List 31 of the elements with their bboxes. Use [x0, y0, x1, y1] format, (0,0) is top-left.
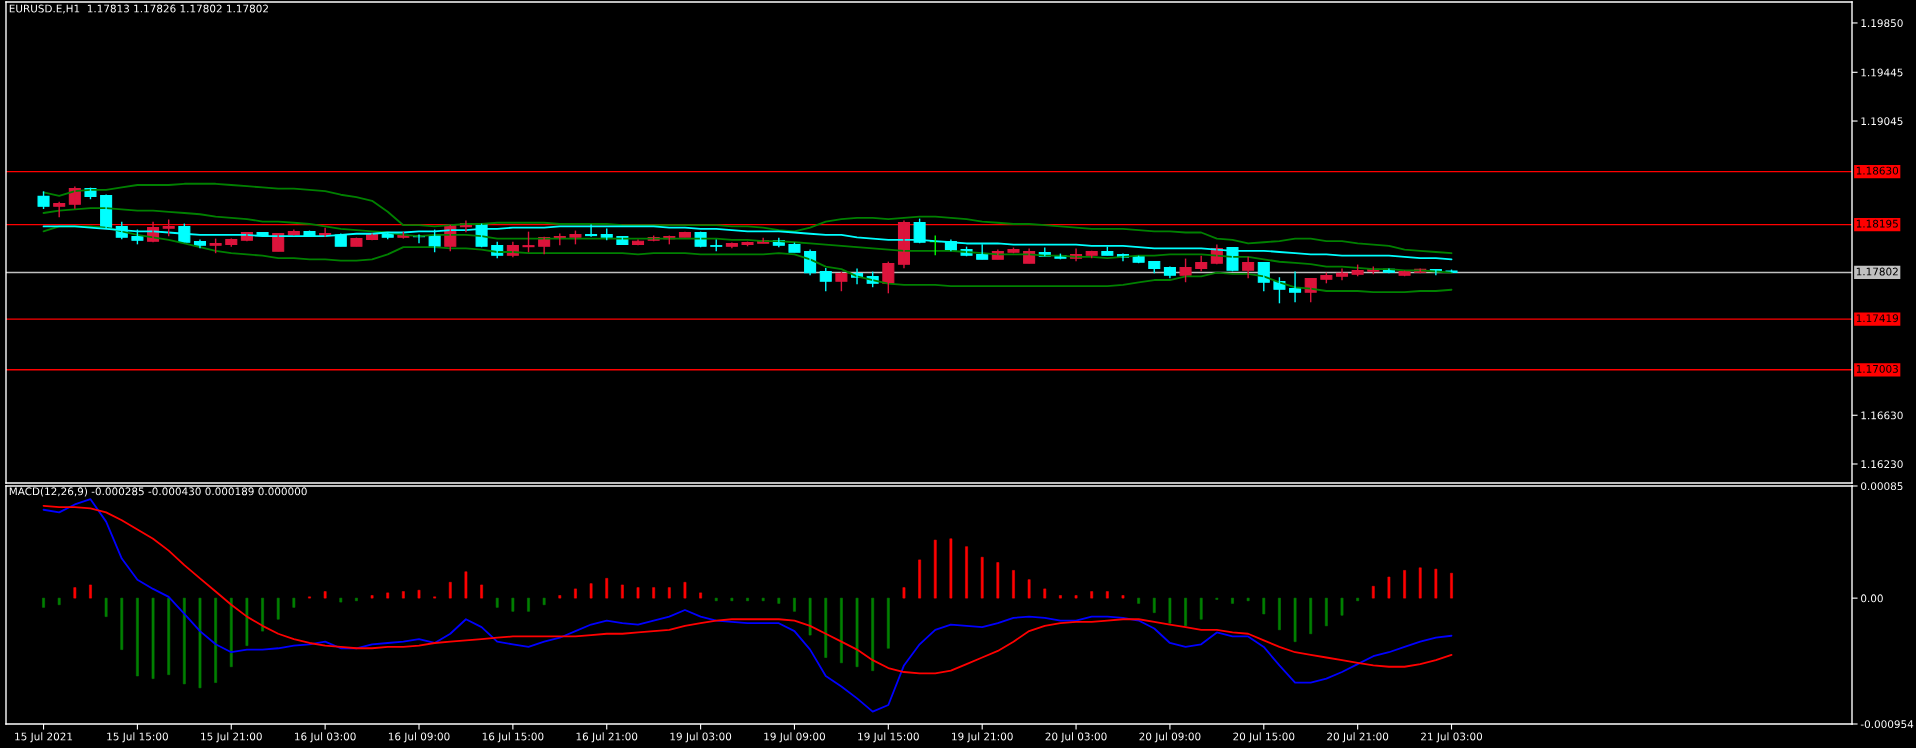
x-tick-label: 16 Jul 09:00 [388, 732, 450, 743]
x-tick-label: 20 Jul 21:00 [1327, 732, 1389, 743]
ref-line-label: 1.18195 [1856, 219, 1898, 228]
x-tick-label: 16 Jul 15:00 [482, 732, 544, 743]
y-tick-label: 1.19045 [1861, 117, 1903, 126]
ref-line-label: 1.17003 [1856, 364, 1898, 373]
chart-title: EURUSD.E,H1 1.17813 1.17826 1.17802 1.17802 [9, 4, 268, 14]
y-tick-label: 0.00 [1861, 594, 1883, 603]
x-tick-label: 21 Jul 03:00 [1421, 732, 1483, 743]
y-tick-label: 1.16630 [1861, 411, 1903, 420]
ref-line-label: 1.17802 [1856, 267, 1898, 276]
y-tick-label: 1.19850 [1861, 19, 1903, 28]
y-tick-label: 0.00085 [1861, 482, 1903, 491]
x-tick-label: 15 Jul 15:00 [107, 732, 168, 743]
x-tick-label: 15 Jul 21:00 [201, 732, 262, 743]
y-tick-label: -0.000954 [1860, 720, 1914, 729]
x-tick-label: 15 Jul 2021 [15, 732, 73, 743]
x-tick-label: 16 Jul 21:00 [576, 732, 638, 743]
chart-title: MACD(12,26,9) -0.000285 -0.000430 0.000189 0.000000 [9, 487, 307, 497]
ref-line-label: 1.17419 [1856, 314, 1899, 323]
x-tick-label: 20 Jul 09:00 [1139, 732, 1201, 743]
x-tick-label: 20 Jul 03:00 [1045, 732, 1107, 743]
y-tick-label: 1.16230 [1861, 460, 1903, 469]
x-tick-label: 19 Jul 21:00 [952, 732, 1013, 743]
x-tick-label: 16 Jul 03:00 [295, 732, 356, 743]
x-tick-label: 19 Jul 15:00 [858, 732, 919, 743]
x-tick-label: 20 Jul 15:00 [1233, 732, 1295, 743]
x-tick-label: 19 Jul 03:00 [670, 732, 732, 743]
y-tick-label: 1.19445 [1861, 68, 1903, 77]
x-tick-label: 19 Jul 09:00 [764, 732, 825, 743]
ref-line-label: 1.18630 [1856, 166, 1899, 175]
